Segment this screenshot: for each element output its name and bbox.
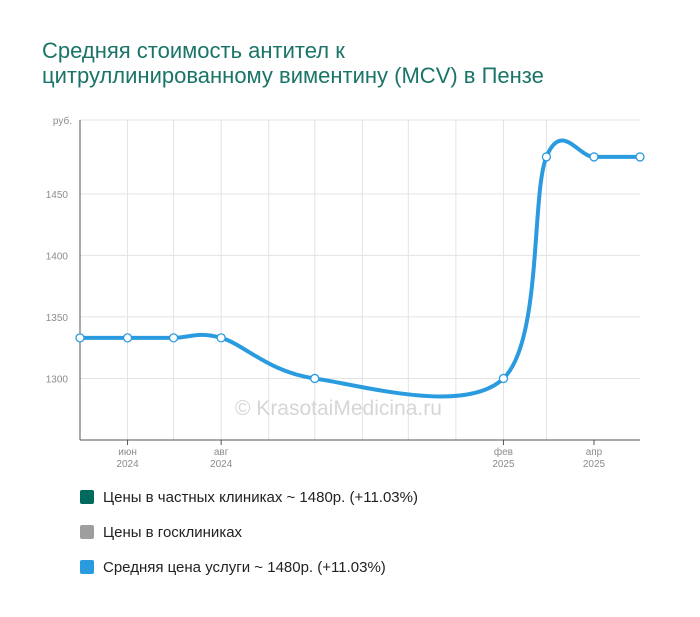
legend-item-public-clinics[interactable]: Цены в госклиниках	[80, 523, 418, 541]
y-tick-label: 1350	[46, 313, 69, 324]
legend-swatch-average	[80, 560, 94, 574]
legend-label-public: Цены в госклиниках	[103, 523, 243, 541]
data-point	[498, 373, 509, 384]
x-tick-label-year: 2025	[492, 459, 515, 470]
data-point	[589, 152, 599, 162]
watermark-text: © KrasotaiMedicina.ru	[235, 397, 442, 420]
chart-title-line-1: Средняя стоимость антител к	[42, 38, 345, 63]
legend-label-private: Цены в частных клиниках ~ 1480р. (+11.03…	[103, 488, 418, 506]
y-tick-label: 1450	[46, 190, 69, 201]
x-tick-label-month: июн	[118, 447, 137, 458]
y-tick-label: 1300	[46, 374, 69, 385]
y-axis-unit-label: руб.	[53, 115, 72, 127]
data-point	[541, 152, 552, 162]
legend-item-average-price[interactable]: Средняя цена услуги ~ 1480р. (+11.03%)	[80, 558, 418, 576]
x-tick-label-year: 2024	[210, 459, 233, 470]
x-tick-label-month: фев	[494, 446, 513, 458]
data-point	[168, 333, 179, 343]
x-tick-label-month: авг	[214, 447, 229, 458]
data-point	[216, 333, 226, 343]
data-point	[75, 333, 85, 343]
x-tick-label-year: 2024	[116, 459, 139, 470]
x-tick-label-month: апр	[586, 447, 603, 458]
data-point	[635, 152, 645, 162]
data-point	[122, 333, 133, 343]
legend-swatch-private	[80, 490, 94, 504]
legend-label-average: Средняя цена услуги ~ 1480р. (+11.03%)	[103, 558, 386, 576]
chart-title: Средняя стоимость антител к цитруллиниро…	[42, 38, 662, 88]
x-tick-label-year: 2025	[583, 459, 606, 470]
data-point	[310, 373, 320, 384]
chart-title-line-2: цитруллинированному виментину (MCV) в Пе…	[42, 63, 544, 88]
line-chart: 1300135014001450руб.июн2024авг2024фев202…	[46, 115, 645, 470]
legend-swatch-public	[80, 525, 94, 539]
legend-item-private-clinics[interactable]: Цены в частных клиниках ~ 1480р. (+11.03…	[80, 488, 418, 506]
y-tick-label: 1400	[46, 251, 69, 262]
series-line-average-price	[78, 138, 642, 399]
chart-legend: Цены в частных клиниках ~ 1480р. (+11.03…	[80, 488, 418, 593]
